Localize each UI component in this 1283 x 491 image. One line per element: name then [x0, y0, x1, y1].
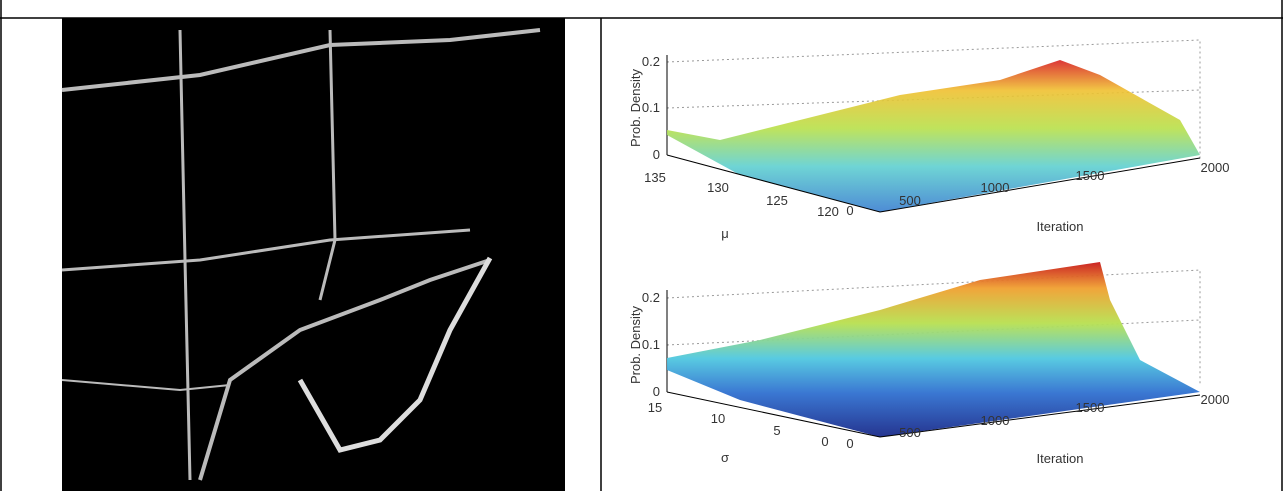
x-tick-label: 5: [773, 423, 780, 438]
y-tick-label: 1000: [981, 413, 1010, 428]
z-tick-label: 0.1: [642, 337, 660, 352]
y-tick-label: 500: [899, 425, 921, 440]
z-tick-label: 0.2: [642, 290, 660, 305]
figure: 0.20.101351301251200500100015002000μIter…: [0, 0, 1283, 491]
x-tick-label: 125: [766, 193, 788, 208]
plot-1: [667, 40, 1200, 212]
x-tick-label: 120: [817, 204, 839, 219]
page: 0.20.101351301251200500100015002000μIter…: [0, 0, 1283, 491]
x-tick-label: 10: [711, 411, 725, 426]
x-tick-label: 15: [648, 400, 662, 415]
satellite-image: [62, 18, 565, 491]
z-axis-label: Prob. Density: [628, 68, 643, 147]
z-tick-label: 0: [653, 147, 660, 162]
x-tick-label: 0: [821, 434, 828, 449]
y-tick-label: 1500: [1076, 168, 1105, 183]
y-axis-label: Iteration: [1037, 451, 1084, 466]
z-axis-label: Prob. Density: [628, 305, 643, 384]
z-tick-label: 0.2: [642, 54, 660, 69]
y-tick-label: 1500: [1076, 400, 1105, 415]
y-tick-label: 2000: [1201, 160, 1230, 175]
x-tick-label: 130: [707, 180, 729, 195]
z-tick-label: 0.1: [642, 100, 660, 115]
x-axis-label: σ: [721, 450, 729, 465]
x-axis-label: μ: [721, 226, 729, 241]
plot-2: [667, 262, 1200, 437]
y-tick-label: 2000: [1201, 392, 1230, 407]
x-tick-label: 135: [644, 170, 666, 185]
y-axis-label: Iteration: [1037, 219, 1084, 234]
z-tick-label: 0: [653, 384, 660, 399]
y-tick-label: 0: [846, 203, 853, 218]
y-tick-label: 0: [846, 436, 853, 451]
y-tick-label: 500: [899, 193, 921, 208]
y-tick-label: 1000: [981, 180, 1010, 195]
